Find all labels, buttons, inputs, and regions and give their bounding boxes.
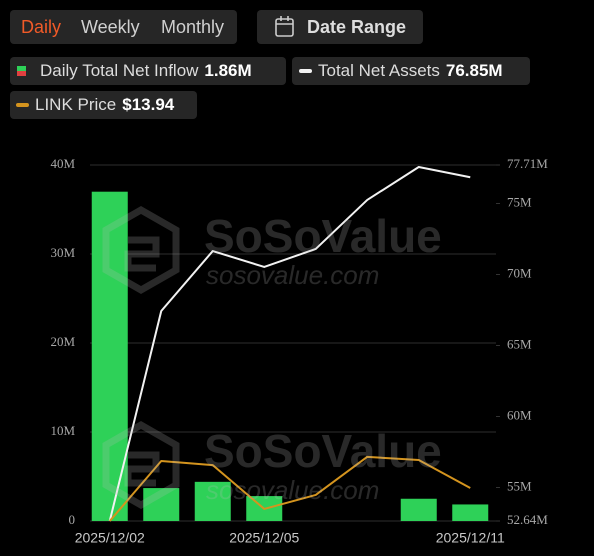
bar — [194, 481, 231, 521]
watermark-title: SoSoValue — [204, 210, 442, 262]
legend-label: Daily Total Net Inflow — [40, 61, 199, 80]
watermark — [102, 205, 180, 295]
legend-value: 1.86M — [204, 61, 252, 80]
legend-swatch — [299, 69, 312, 73]
line — [108, 165, 471, 522]
x-tick-label: 2025/12/05 — [229, 530, 299, 546]
line — [108, 455, 471, 522]
date-range-button[interactable]: Date Range — [257, 10, 423, 44]
bar — [452, 504, 489, 521]
calendar-icon — [275, 16, 294, 37]
y2-tick-label: 75M — [507, 194, 532, 209]
bar — [246, 496, 283, 521]
watermark — [102, 420, 180, 510]
legend-item: Total Net Assets 76.85M — [292, 57, 530, 85]
bar — [91, 191, 128, 521]
legend-swatch — [16, 103, 29, 107]
y-tick-label: 10M — [50, 423, 75, 438]
y2-tick-label: 70M — [507, 265, 532, 280]
legend-label: LINK Price — [35, 95, 117, 114]
date-range-label: Date Range — [307, 17, 407, 37]
y2-tick-label: 60M — [507, 407, 532, 422]
tab[interactable]: Weekly — [81, 17, 140, 37]
watermark-title: SoSoValue — [204, 425, 442, 477]
y-tick-label: 20M — [50, 334, 75, 349]
x-tick-label: 2025/12/02 — [75, 530, 145, 546]
watermark-logo — [102, 205, 180, 295]
legend-value: 76.85M — [445, 61, 503, 80]
legend-item: LINK Price $13.94 — [10, 91, 197, 119]
y-tick-label: 40M — [50, 156, 75, 171]
x-tick-label: 2025/12/11 — [436, 530, 505, 546]
bar — [143, 488, 180, 521]
period-tabs: Daily Weekly Monthly — [10, 10, 237, 44]
bar — [400, 498, 437, 521]
y2-tick-label: 65M — [507, 336, 532, 351]
y-tick-label: 0 — [69, 512, 76, 527]
tab[interactable]: Monthly — [161, 17, 225, 37]
tab[interactable]: Daily — [21, 17, 62, 37]
y2-tick-label: 77.71M — [507, 156, 548, 171]
watermark-url: sosovalue.com — [206, 475, 379, 505]
y2-tick-label: 55M — [507, 478, 532, 493]
y-tick-label: 30M — [50, 245, 75, 260]
legend-item: Daily Total Net Inflow 1.86M — [10, 57, 286, 85]
legend-value: $13.94 — [122, 95, 175, 114]
watermark-url: sosovalue.com — [206, 260, 379, 290]
legend-swatch — [17, 66, 26, 71]
legend-swatch — [17, 71, 26, 76]
y2-tick-label: 52.64M — [507, 512, 548, 527]
legend-label: Total Net Assets — [318, 61, 440, 80]
watermark-logo — [102, 420, 180, 510]
